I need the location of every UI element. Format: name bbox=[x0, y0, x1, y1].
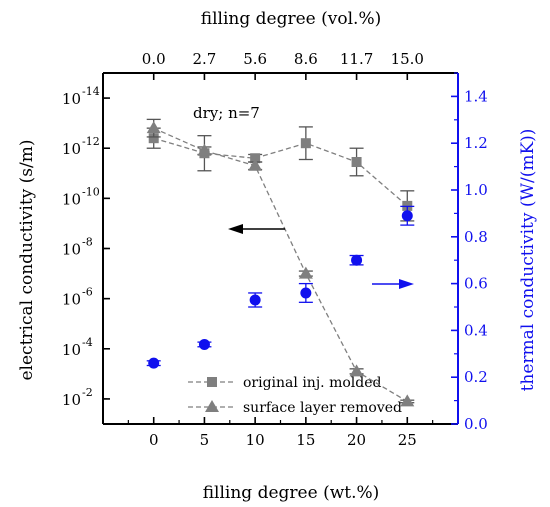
data-point-triangle bbox=[248, 158, 263, 171]
series-circle bbox=[146, 205, 415, 369]
right-tick-label: 0.2 bbox=[464, 368, 488, 386]
left-axis-title: electrical conductivity (s/m) bbox=[17, 139, 37, 380]
top-tick-label: 15.0 bbox=[391, 50, 424, 68]
left-tick-exponent: -12 bbox=[82, 135, 100, 148]
right-tick-label: 0.0 bbox=[464, 415, 488, 433]
left-tick-label: 10 bbox=[62, 241, 81, 259]
top-tick-label: 11.7 bbox=[340, 50, 373, 68]
data-point-triangle bbox=[298, 266, 313, 279]
left-tick-exponent: -8 bbox=[82, 236, 93, 249]
left-tick-label: 10 bbox=[62, 190, 81, 208]
left-tick-exponent: -14 bbox=[82, 85, 100, 98]
legend-entry-original: original inj. molded bbox=[243, 375, 381, 391]
top-tick-label: 0.0 bbox=[142, 50, 166, 68]
right-tick-label: 1.0 bbox=[464, 181, 488, 199]
legend-entry-removed: surface layer removed bbox=[243, 400, 402, 416]
bottom-tick-label: 5 bbox=[200, 431, 210, 449]
data-point-circle bbox=[351, 254, 363, 266]
data-point-triangle bbox=[197, 143, 212, 156]
annotation-label: dry; n=7 bbox=[193, 104, 260, 122]
data-point-triangle bbox=[146, 121, 161, 134]
data-point-square bbox=[250, 153, 261, 164]
bottom-tick-label: 25 bbox=[398, 431, 417, 449]
bottom-axis-title: filling degree (wt.%) bbox=[203, 483, 380, 503]
data-point-square bbox=[300, 138, 311, 149]
top-tick-label: 8.6 bbox=[294, 50, 318, 68]
series-square bbox=[146, 126, 415, 222]
right-axis-title: thermal conductivity (W/(mK)) bbox=[518, 129, 538, 392]
data-point-triangle bbox=[400, 394, 415, 407]
bottom-tick-label: 15 bbox=[296, 431, 315, 449]
left-tick-label: 10 bbox=[62, 140, 81, 158]
right-tick-label: 0.8 bbox=[464, 228, 488, 246]
left-tick-exponent: -6 bbox=[82, 286, 93, 299]
series-line bbox=[153, 137, 408, 207]
series-line bbox=[153, 127, 408, 402]
data-point-circle bbox=[401, 210, 413, 222]
legend-marker-square bbox=[207, 377, 217, 387]
bottom-tick-label: 0 bbox=[149, 431, 159, 449]
right-tick-label: 0.4 bbox=[464, 321, 488, 339]
left-tick-label: 10 bbox=[62, 391, 81, 409]
data-point-square bbox=[351, 157, 362, 168]
left-tick-label: 10 bbox=[62, 90, 81, 108]
series-triangle bbox=[146, 118, 415, 407]
left-tick-exponent: -10 bbox=[82, 185, 100, 198]
bottom-tick-label: 20 bbox=[347, 431, 366, 449]
top-tick-label: 5.6 bbox=[243, 50, 267, 68]
left-axis-arrow-head bbox=[228, 224, 243, 234]
top-tick-label: 2.7 bbox=[192, 50, 216, 68]
left-tick-label: 10 bbox=[62, 341, 81, 359]
data-point-circle bbox=[249, 294, 261, 306]
left-tick-label: 10 bbox=[62, 291, 81, 309]
right-tick-label: 1.4 bbox=[464, 87, 488, 105]
bottom-tick-label: 10 bbox=[246, 431, 265, 449]
right-tick-label: 1.2 bbox=[464, 134, 488, 152]
right-axis-arrow-head bbox=[399, 279, 414, 289]
left-tick-exponent: -2 bbox=[82, 386, 93, 399]
top-axis-title: filling degree (vol.%) bbox=[201, 9, 381, 29]
data-point-circle bbox=[198, 338, 210, 350]
data-point-circle bbox=[148, 357, 160, 369]
plot-layer: 0 5 10 15 20 250.0 2.7 5.6 8.6 11.7 15.010-1410-12… bbox=[62, 50, 488, 449]
data-point-circle bbox=[300, 287, 312, 299]
data-point-triangle bbox=[349, 364, 364, 377]
left-tick-exponent: -4 bbox=[82, 336, 93, 349]
data-point-square bbox=[148, 133, 159, 144]
legend-marker-triangle bbox=[205, 400, 219, 412]
right-tick-label: 0.6 bbox=[464, 275, 488, 293]
